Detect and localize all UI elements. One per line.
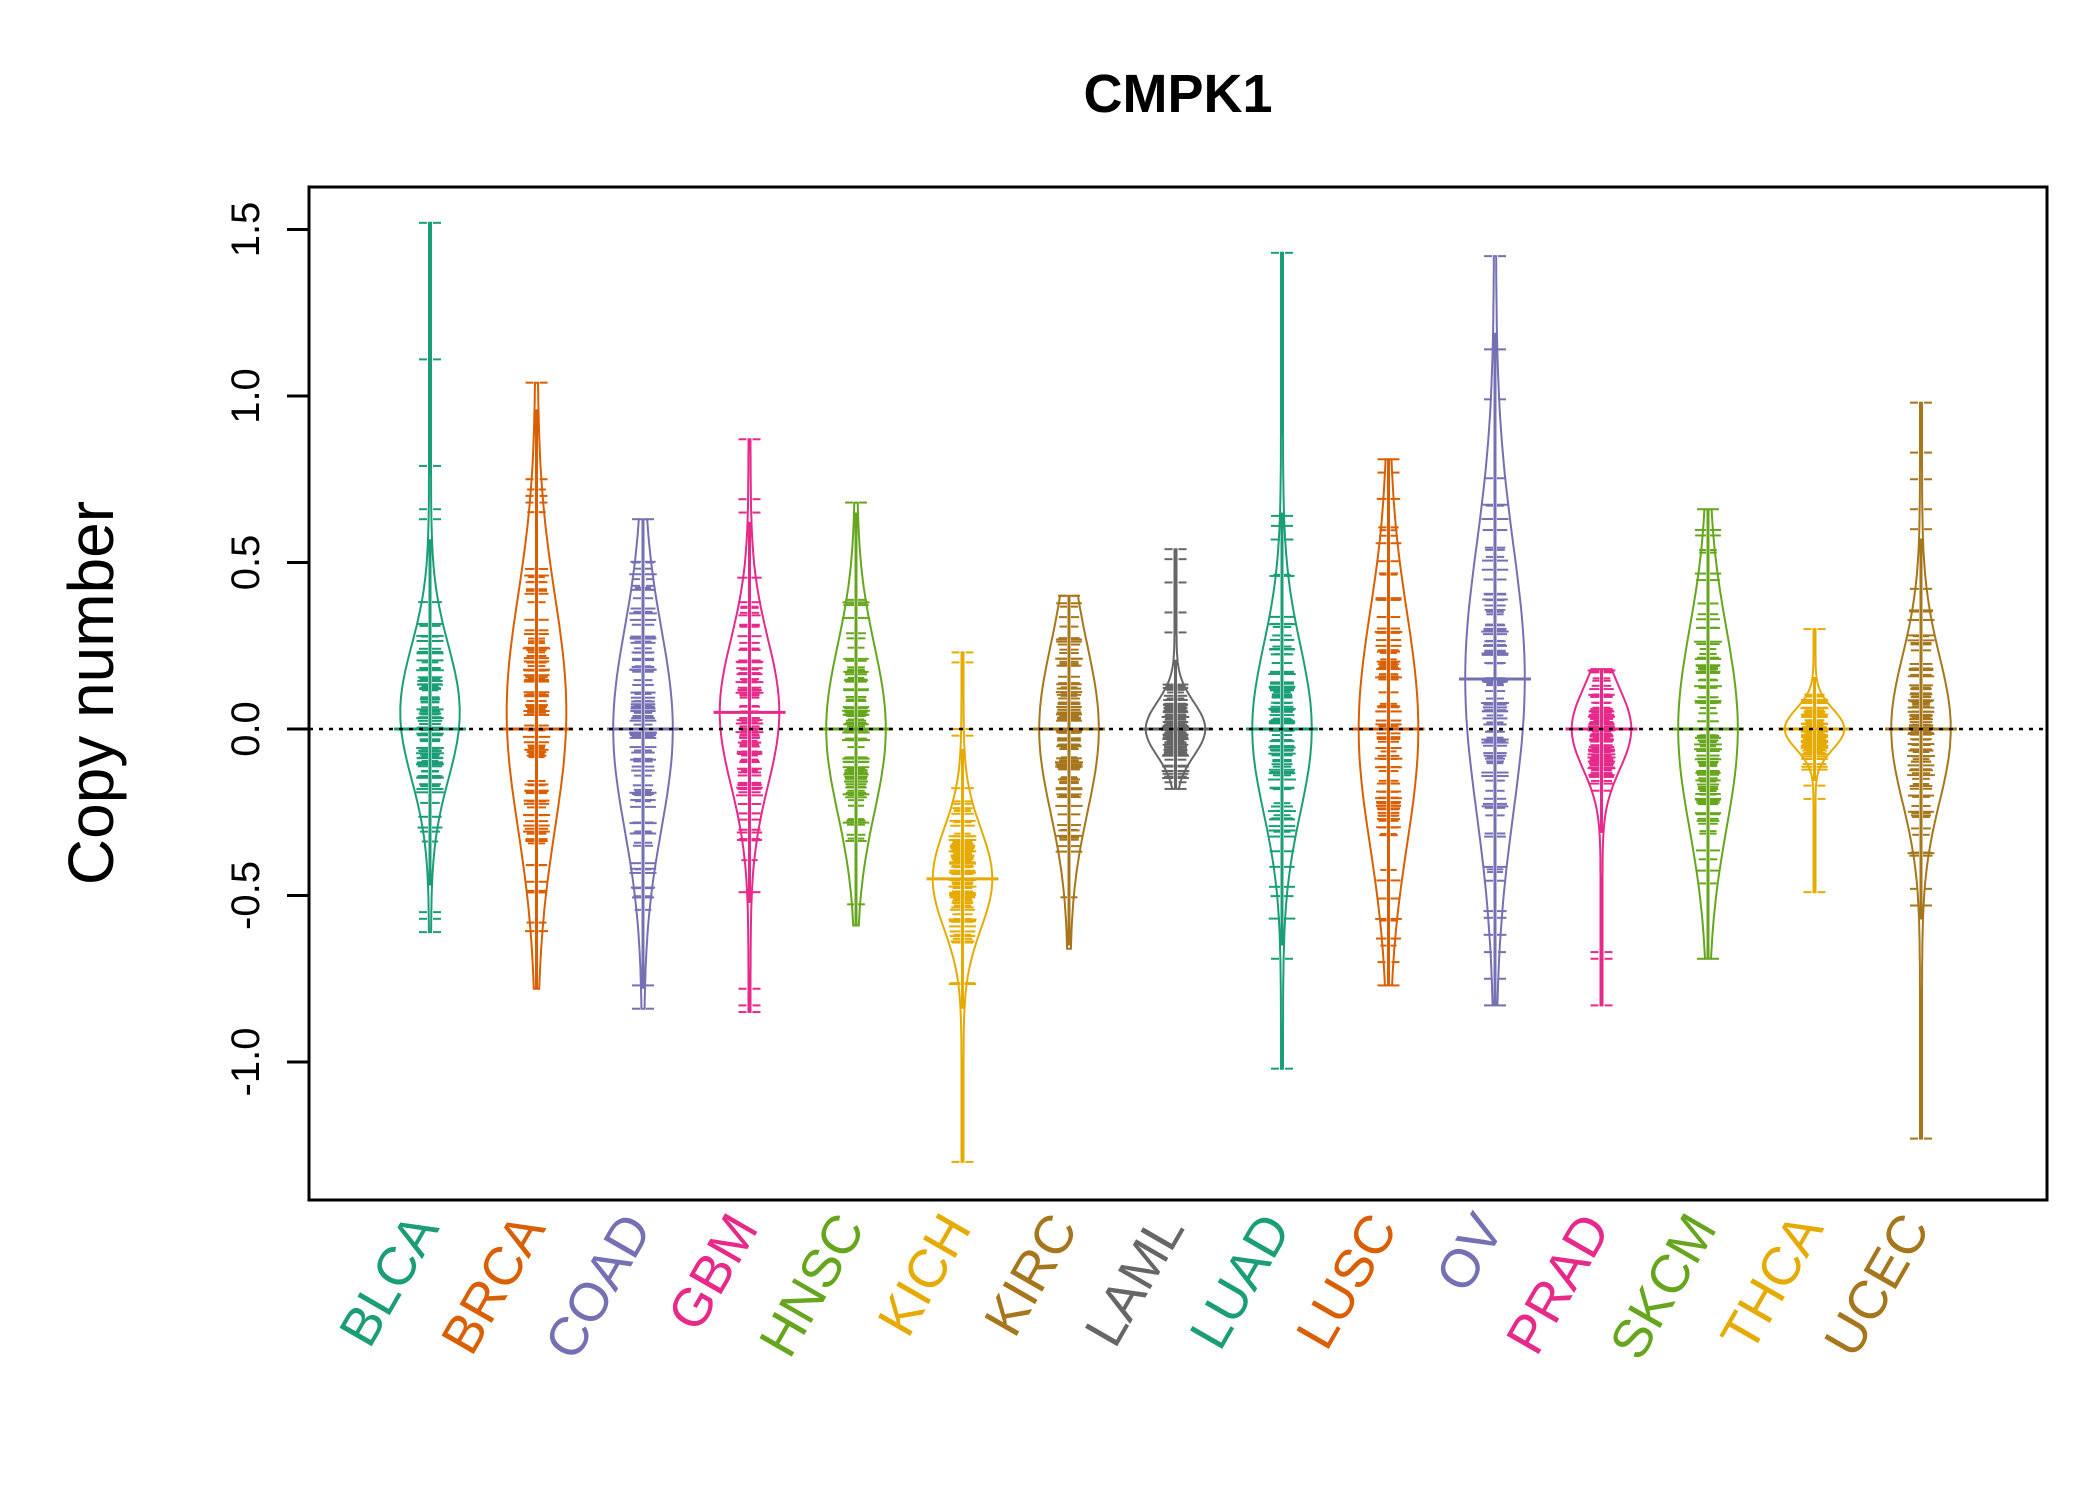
- bean-prad: [1565, 668, 1638, 1007]
- y-axis: -1.0 -0.5 0.0 0.5 1.0 1.5: [224, 202, 309, 1097]
- plot-frame: [307, 185, 2049, 1202]
- y-axis-label: Copy number: [55, 501, 127, 885]
- category-label: COAD: [533, 1204, 663, 1369]
- category-label: HNSC: [748, 1204, 876, 1367]
- category-label: SKCM: [1598, 1204, 1728, 1369]
- bean-hnsc: [820, 501, 892, 927]
- category-label: KIRC: [973, 1204, 1089, 1346]
- category-label: OV: [1424, 1204, 1515, 1302]
- bean-luad: [1246, 251, 1318, 1070]
- bean-kirc: [1033, 594, 1105, 950]
- category-label: LUAD: [1178, 1204, 1302, 1359]
- bean-brca: [500, 381, 573, 990]
- bean-ucec: [1885, 401, 1957, 1140]
- category-label: KICH: [866, 1204, 982, 1346]
- y-tick-label: 0.5: [224, 535, 268, 591]
- y-tick-label: 1.0: [224, 368, 268, 424]
- category-label: LUSC: [1285, 1204, 1409, 1359]
- category-label: UCEC: [1813, 1204, 1941, 1367]
- bean-kich: [926, 651, 999, 1163]
- bean-laml: [1139, 548, 1212, 790]
- y-tick-label: 1.5: [224, 202, 268, 258]
- beans: [394, 221, 1957, 1163]
- y-tick-label: -0.5: [224, 861, 268, 930]
- y-tick-label: 0.0: [224, 701, 268, 757]
- bean-blca: [394, 221, 466, 934]
- category-label: GBM: [656, 1204, 769, 1341]
- bean-ov: [1459, 255, 1531, 1007]
- bean-skcm: [1672, 508, 1744, 960]
- category-label: LAML: [1073, 1204, 1196, 1356]
- bean-thca: [1778, 628, 1851, 894]
- bean-coad: [607, 518, 679, 1010]
- bean-gbm: [713, 438, 786, 1014]
- y-tick-label: -1.0: [224, 1028, 268, 1097]
- bean-outline: [1570, 668, 1633, 1007]
- chart-title: CMPK1: [1083, 64, 1272, 124]
- bean-lusc: [1352, 458, 1425, 987]
